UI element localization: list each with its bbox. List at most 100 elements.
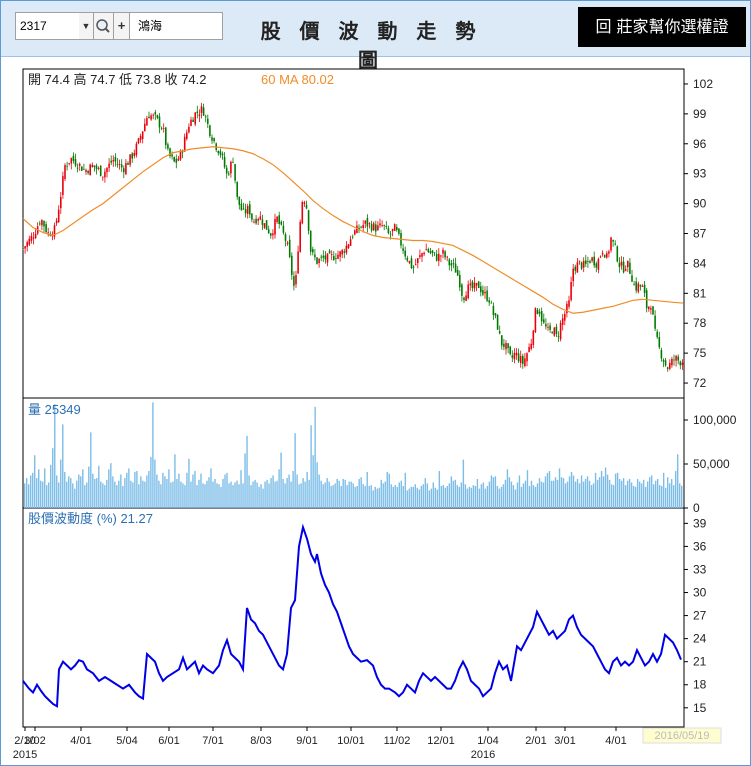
candle-body (555, 326, 558, 335)
candle-body (242, 208, 245, 210)
candle-body (232, 162, 234, 163)
y-tick-label: 27 (693, 609, 707, 623)
search-button[interactable] (94, 12, 114, 40)
volume-bar (370, 485, 372, 508)
volume-bar (222, 478, 224, 508)
volume-bar (60, 459, 62, 508)
volume-bar (476, 478, 479, 508)
candle (381, 220, 383, 228)
candle-body (341, 250, 343, 255)
candle (675, 354, 677, 367)
volume-bar (610, 484, 613, 508)
volume-bar (674, 471, 677, 508)
candle (78, 162, 81, 171)
candle-body (656, 331, 658, 338)
candle (396, 224, 398, 232)
volume-bar (346, 485, 348, 508)
volume-bar (624, 485, 627, 508)
x-tick-label: 9/01 (296, 735, 317, 747)
candle (618, 257, 621, 273)
candle-body (343, 251, 346, 253)
volume-bar (226, 472, 228, 508)
volume-bar (316, 462, 318, 508)
candle (669, 359, 671, 371)
candle (629, 258, 631, 275)
candle-body (326, 253, 329, 263)
candle-body (238, 196, 241, 205)
candle (595, 261, 598, 273)
volume-bar (334, 483, 336, 508)
candle (608, 249, 610, 258)
volume-bar (422, 484, 425, 508)
volume-bar (590, 485, 593, 508)
volume-bar (546, 472, 549, 508)
candle (484, 286, 486, 299)
y-tick-label: 99 (693, 107, 707, 121)
candle-body (551, 332, 553, 334)
candle (561, 313, 564, 331)
volume-bar (36, 478, 38, 508)
candle-body (379, 223, 381, 226)
volume-bar (182, 483, 184, 508)
candle-body (530, 343, 532, 349)
volume-bar (622, 478, 625, 508)
volume-bar (262, 488, 264, 508)
candle (36, 222, 39, 236)
volume-bar (366, 471, 368, 508)
volume-bar (678, 483, 681, 508)
candle-body (375, 224, 377, 232)
y-tick-label: 75 (693, 346, 707, 360)
candle-body (526, 353, 528, 362)
candle (616, 245, 619, 263)
candle (318, 257, 320, 268)
volume-bar (354, 486, 356, 508)
broker-warrant-button[interactable]: 回 莊家幫你選權證 (578, 7, 746, 47)
candle-body (272, 233, 274, 236)
volume-bar (528, 486, 531, 508)
volume-bar (402, 486, 404, 508)
volume-bar (464, 484, 467, 508)
volume-bar (458, 486, 461, 508)
volume-bar (266, 479, 268, 508)
candle (522, 353, 524, 369)
candle (267, 225, 270, 234)
candle (228, 170, 230, 176)
candle-body (253, 221, 255, 223)
candle-body (564, 313, 566, 321)
volume-bar (380, 479, 382, 508)
candle-body (47, 232, 49, 234)
candle-body (230, 161, 232, 174)
volume-bar (394, 485, 396, 508)
candle-body (450, 263, 453, 266)
volume-bar (192, 474, 194, 508)
candle (183, 133, 186, 152)
candle-body (532, 330, 535, 345)
candle (368, 222, 371, 229)
candle (320, 254, 322, 262)
candle-body (24, 246, 26, 249)
candle (414, 258, 417, 266)
candle-body (162, 128, 165, 129)
volume-bar (414, 484, 416, 508)
volume-bar (170, 482, 172, 508)
volume-bar (112, 476, 114, 508)
candle-body (169, 148, 171, 157)
candle-body (351, 236, 354, 238)
volume-bar (360, 477, 362, 508)
candle (301, 200, 304, 225)
candle (326, 253, 329, 267)
stock-dropdown-button[interactable]: ▼ (79, 12, 94, 40)
candle-body (99, 165, 102, 177)
volume-bar (128, 468, 130, 508)
candle-body (480, 286, 482, 293)
candle (234, 163, 236, 184)
volume-bar (540, 481, 543, 508)
volume-bar (558, 468, 561, 508)
candle-body (223, 156, 226, 168)
volume-bar (218, 484, 220, 508)
candle-body (198, 114, 201, 117)
volume-bar (238, 484, 240, 508)
candle-body (402, 248, 404, 251)
candle-body (490, 302, 493, 304)
volume-bar (520, 486, 523, 508)
